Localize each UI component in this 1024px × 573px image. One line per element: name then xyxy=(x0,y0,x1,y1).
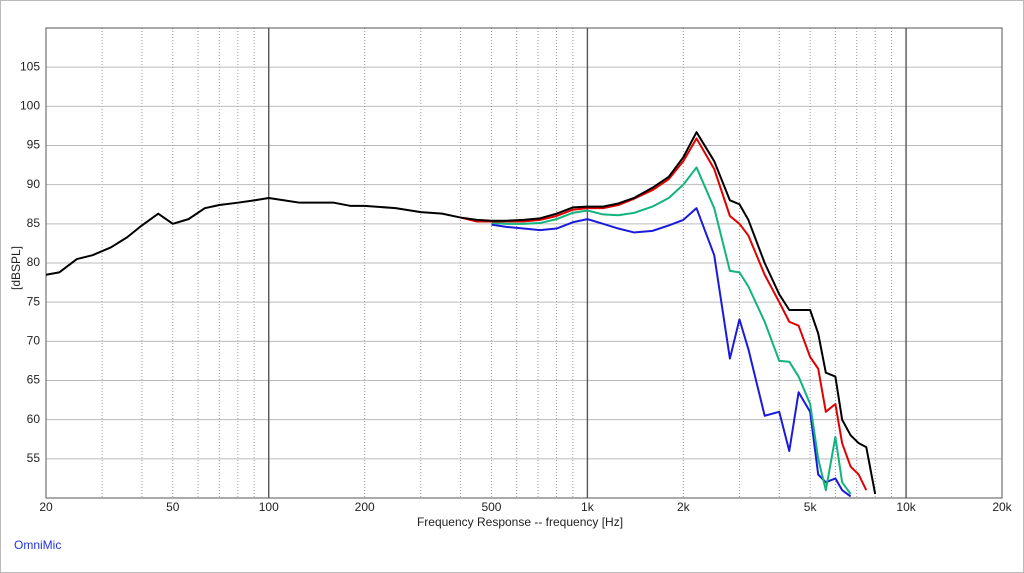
y-tick-label: 105 xyxy=(20,59,40,73)
x-tick-label: 500 xyxy=(481,500,501,514)
x-tick-label: 200 xyxy=(355,500,375,514)
series-line xyxy=(491,207,852,498)
y-tick-label: 95 xyxy=(27,138,41,152)
x-tick-label: 20k xyxy=(992,500,1012,514)
x-axis-label: Frequency Response -- frequency [Hz] xyxy=(417,515,623,529)
y-tick-label: 85 xyxy=(27,216,41,230)
plot-frame xyxy=(45,27,1003,499)
series-line xyxy=(491,166,852,495)
y-tick-label: 90 xyxy=(27,177,41,191)
y-tick-label: 80 xyxy=(27,255,41,269)
x-tick-label: 1k xyxy=(581,500,595,514)
y-tick-label: 75 xyxy=(27,294,41,308)
x-tick-label: 100 xyxy=(259,500,279,514)
y-tick-label: 65 xyxy=(27,373,41,387)
y-tick-label: 100 xyxy=(20,99,40,113)
x-tick-label: 5k xyxy=(804,500,818,514)
x-tick-label: 2k xyxy=(677,500,691,514)
y-axis-label: [dBSPL] xyxy=(9,246,23,290)
annotation: OmniMic xyxy=(14,538,61,552)
x-tick-label: 50 xyxy=(166,500,180,514)
series-line xyxy=(460,137,868,491)
series-line xyxy=(46,131,877,495)
plot-lines xyxy=(46,131,877,498)
x-tick-label: 10k xyxy=(896,500,916,514)
y-tick-label: 55 xyxy=(27,451,41,465)
x-tick-label: 20 xyxy=(39,500,53,514)
y-tick-label: 70 xyxy=(27,334,41,348)
y-tick-label: 60 xyxy=(27,412,41,426)
